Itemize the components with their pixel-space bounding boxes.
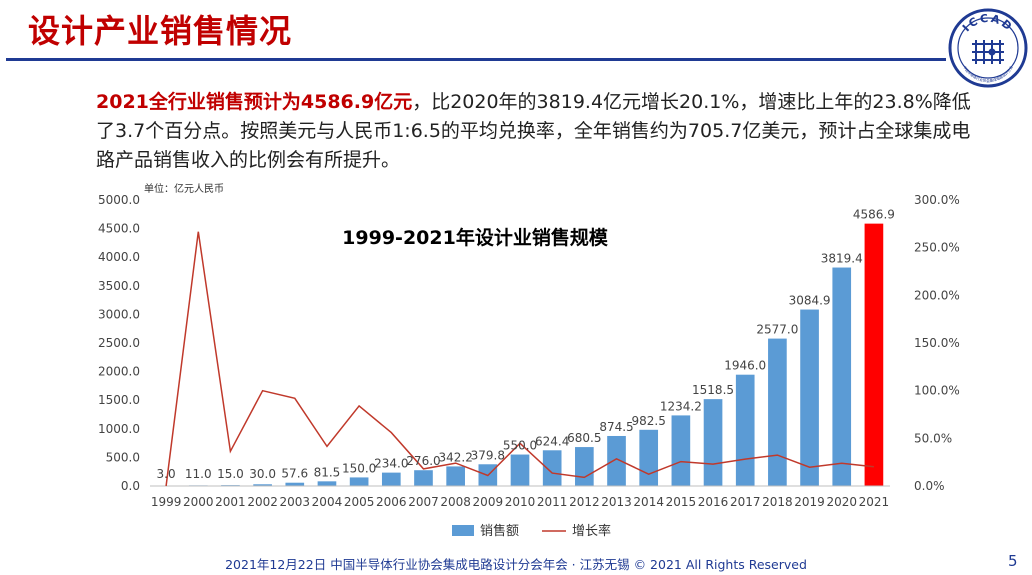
x-tick-label: 2013	[601, 495, 632, 509]
bar	[832, 267, 852, 486]
bar	[735, 374, 755, 486]
bar-value-label: 680.5	[567, 431, 601, 445]
page-number: 5	[1008, 552, 1018, 570]
legend-swatch-bar	[452, 525, 474, 536]
bar-value-label: 57.6	[281, 467, 308, 481]
bar-value-label: 1234.2	[660, 399, 702, 413]
y-tick-left: 1500.0	[98, 393, 140, 407]
bar-value-label: 982.5	[632, 414, 666, 428]
x-tick-label: 2014	[633, 495, 664, 509]
bar	[768, 338, 787, 486]
summary-paragraph: 2021全行业销售预计为4586.9亿元，比2020年的3819.4亿元增长20…	[96, 88, 976, 175]
bar	[349, 477, 369, 486]
bar-value-label: 81.5	[314, 465, 341, 479]
bar	[253, 484, 272, 486]
x-tick-label: 2017	[730, 495, 761, 509]
bar-value-label: 3819.4	[821, 252, 863, 266]
y-tick-left: 1000.0	[98, 422, 140, 436]
x-tick-label: 2018	[762, 495, 793, 509]
bar	[510, 454, 530, 486]
bar	[607, 435, 626, 486]
x-tick-label: 2000	[183, 495, 214, 509]
bar-value-label: 3084.9	[789, 294, 831, 308]
bar-value-label: 2577.0	[756, 323, 798, 337]
bar-value-label: 874.5	[599, 420, 633, 434]
x-tick-label: 2006	[376, 495, 407, 509]
bar	[800, 309, 819, 486]
y-tick-left: 0.0	[121, 479, 140, 493]
y-tick-left: 3500.0	[98, 279, 140, 293]
x-tick-label: 2001	[215, 495, 246, 509]
x-tick-label: 2011	[537, 495, 568, 509]
bar	[864, 223, 884, 486]
x-tick-label: 2021	[859, 495, 890, 509]
growth-line	[165, 231, 874, 487]
y-tick-right: 300.0%	[914, 193, 960, 207]
y-tick-right: 100.0%	[914, 384, 960, 398]
y-tick-right: 250.0%	[914, 241, 960, 255]
x-tick-label: 2008	[440, 495, 471, 509]
x-tick-label: 2012	[569, 495, 600, 509]
bar-value-label: 342.2	[438, 450, 472, 464]
y-tick-left: 3000.0	[98, 307, 140, 321]
bar-value-label: 30.0	[249, 467, 276, 481]
bar	[575, 447, 594, 486]
logo-grid	[972, 40, 1004, 64]
summary-highlight: 2021全行业销售预计为4586.9亿元	[96, 91, 413, 113]
y-tick-left: 4000.0	[98, 250, 140, 264]
x-tick-label: 2010	[505, 495, 536, 509]
bar	[381, 472, 401, 486]
x-tick-label: 2007	[408, 495, 439, 509]
legend-label-growth: 增长率	[572, 523, 611, 539]
y-tick-left: 5000.0	[98, 193, 140, 207]
bar-value-label: 11.0	[185, 467, 212, 481]
slide-title: 设计产业销售情况	[28, 12, 293, 50]
bar-value-label: 4586.9	[853, 208, 895, 222]
bar	[542, 450, 562, 486]
bar	[703, 399, 723, 486]
title-divider	[6, 58, 946, 61]
bar-value-label: 379.8	[471, 448, 505, 462]
bar-value-label: 3.0	[157, 467, 176, 481]
y-tick-left: 500.0	[106, 450, 140, 464]
bar	[317, 481, 337, 486]
y-tick-right: 0.0%	[914, 479, 945, 493]
y-tick-left: 2000.0	[98, 365, 140, 379]
iccad-logo: ICCAD 中国半导体行业协会集成电路设计分会	[948, 8, 1028, 88]
unit-label: 单位：亿元人民币	[144, 182, 224, 195]
bar-value-label: 624.4	[535, 434, 569, 448]
bar-value-label: 1518.5	[692, 383, 734, 397]
bar	[414, 470, 433, 486]
y-tick-right: 50.0%	[914, 431, 952, 445]
summary-text: ，比2020年的3819.4亿元增长20.1%，增速比上年的23.8%降低了3.…	[96, 91, 971, 171]
y-tick-left: 4500.0	[98, 222, 140, 236]
bar-value-label: 550.0	[503, 439, 537, 453]
bar-value-label: 15.0	[217, 467, 244, 481]
bar-value-label: 276.0	[406, 454, 440, 468]
bar	[285, 482, 305, 486]
x-tick-label: 2009	[473, 495, 504, 509]
y-tick-right: 200.0%	[914, 288, 960, 302]
x-tick-label: 2015	[666, 495, 697, 509]
y-tick-right: 150.0%	[914, 336, 960, 350]
x-tick-label: 2003	[280, 495, 311, 509]
bar	[639, 429, 659, 486]
x-tick-label: 2019	[794, 495, 825, 509]
legend-label-sales: 销售额	[480, 523, 519, 539]
bar	[446, 466, 465, 486]
x-tick-label: 2004	[312, 495, 343, 509]
sales-chart: 单位：亿元人民币 0.0 500.0 1000.0 1500.0 2000.0 2500.0…	[98, 182, 960, 539]
x-tick-label: 1999	[151, 495, 182, 509]
bar-value-label: 1946.0	[724, 359, 766, 373]
x-tick-label: 2005	[344, 495, 375, 509]
x-tick-label: 2002	[247, 495, 278, 509]
chart-title: 1999-2021年设计业销售规模	[342, 226, 609, 249]
y-tick-left: 2500.0	[98, 336, 140, 350]
bar-value-label: 234.0	[374, 457, 408, 471]
x-tick-label: 2016	[698, 495, 729, 509]
bar-value-label: 150.0	[342, 461, 376, 475]
bar	[671, 415, 691, 486]
footer: 2021年12月22日 中国半导体行业协会集成电路设计分会年会 · 江苏无锡 ©…	[225, 557, 807, 572]
x-tick-label: 2020	[826, 495, 857, 509]
